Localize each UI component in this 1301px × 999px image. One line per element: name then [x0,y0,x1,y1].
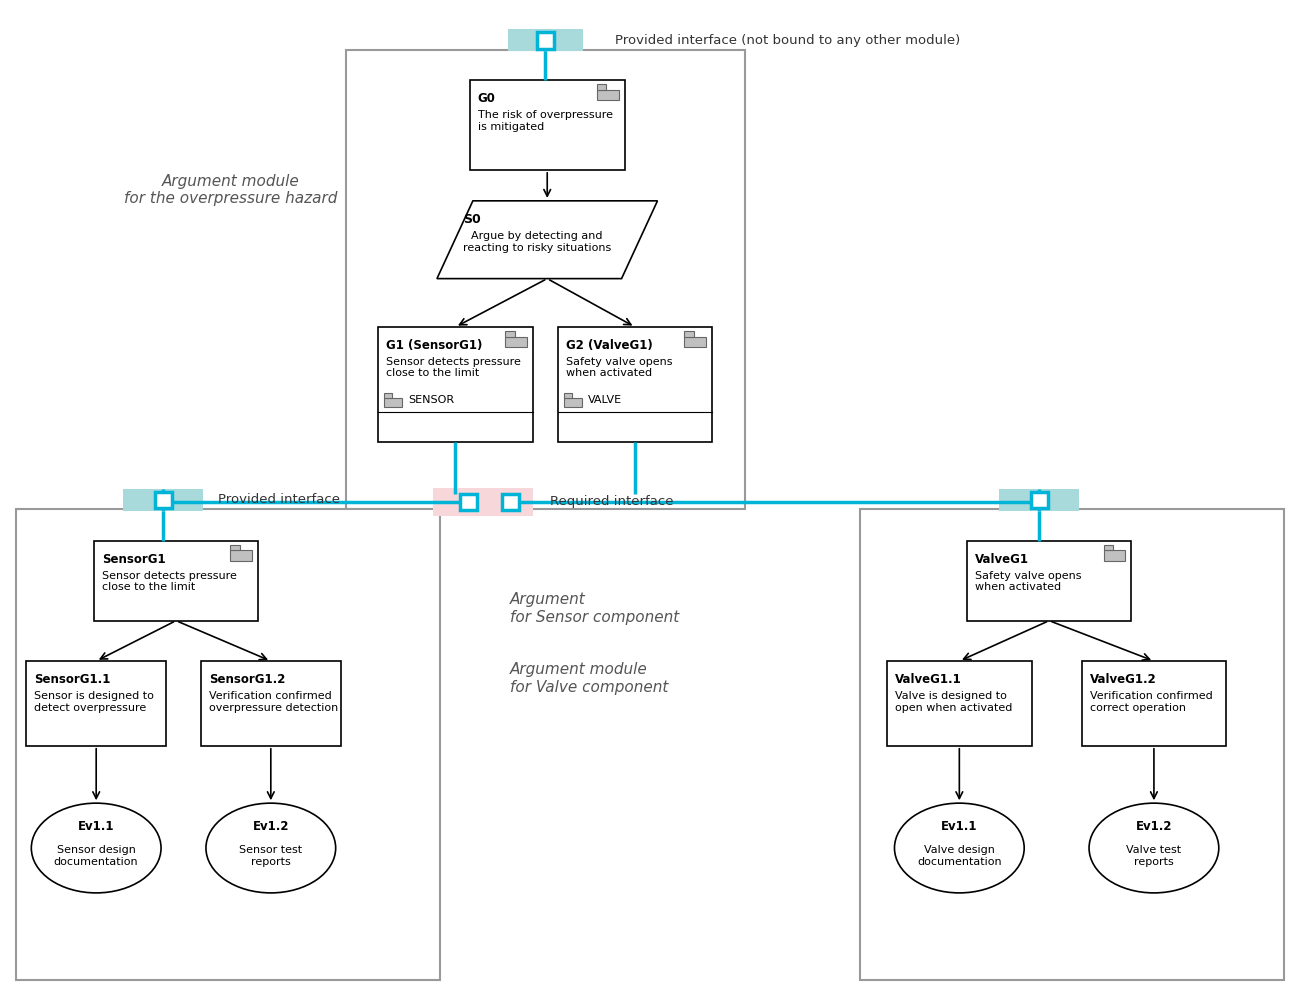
Bar [597,90,618,100]
Bar [17,508,441,980]
Bar [155,492,172,508]
Text: Sensor design
documentation: Sensor design documentation [53,845,138,867]
Text: Ev1.1: Ev1.1 [941,819,977,832]
Text: Verification confirmed
overpressure detection: Verification confirmed overpressure dete… [209,691,338,712]
Text: SensorG1.2: SensorG1.2 [209,673,285,686]
Text: Verification confirmed
correct operation: Verification confirmed correct operation [1089,691,1213,712]
Bar [860,508,1284,980]
Text: SensorG1: SensorG1 [101,552,165,565]
Bar [502,494,519,510]
Bar [537,32,554,49]
Text: Sensor is designed to
detect overpressure: Sensor is designed to detect overpressur… [34,691,155,712]
Text: ValveG1: ValveG1 [974,552,1029,565]
Text: ValveG1.1: ValveG1.1 [895,673,961,686]
Bar [470,80,624,170]
Text: Ev1.1: Ev1.1 [78,819,114,832]
Text: Sensor test
reports: Sensor test reports [239,845,302,867]
Text: Provided interface: Provided interface [219,494,340,506]
Bar [94,540,259,620]
Bar [999,490,1079,510]
Bar [684,331,695,337]
Bar [507,29,583,51]
Text: The risk of overpressure
is mitigated: The risk of overpressure is mitigated [477,110,613,132]
Bar [684,337,706,347]
Bar [124,490,203,510]
Bar [384,393,392,398]
Bar [384,398,402,407]
Bar [346,50,744,508]
Ellipse shape [206,803,336,893]
Text: Argue by detecting and
reacting to risky situations: Argue by detecting and reacting to risky… [463,231,611,253]
Text: SensorG1.1: SensorG1.1 [34,673,111,686]
Text: Ev1.2: Ev1.2 [252,819,289,832]
Text: ValveG1.2: ValveG1.2 [1089,673,1157,686]
Text: G2 (ValveG1): G2 (ValveG1) [566,339,652,352]
Bar [597,84,606,90]
Text: Valve test
reports: Valve test reports [1127,845,1181,867]
Bar [461,494,477,510]
Text: G0: G0 [477,92,496,105]
Bar [230,544,241,550]
Text: Sensor detects pressure
close to the limit: Sensor detects pressure close to the lim… [101,570,237,592]
Text: Argument module
for Valve component: Argument module for Valve component [510,662,669,694]
Bar [558,327,713,442]
Bar [1103,550,1125,560]
Polygon shape [437,201,657,279]
Text: Sensor detects pressure
close to the limit: Sensor detects pressure close to the lim… [386,357,520,379]
Bar [433,489,533,515]
Text: Required interface: Required interface [550,496,674,508]
Text: Valve design
documentation: Valve design documentation [917,845,1002,867]
Text: Argument module
for the overpressure hazard: Argument module for the overpressure haz… [124,174,337,206]
Text: S0: S0 [463,213,480,226]
Bar [230,550,252,560]
Bar [1081,661,1227,746]
Ellipse shape [31,803,161,893]
Bar [1030,492,1047,508]
Text: G1 (SensorG1): G1 (SensorG1) [386,339,483,352]
Bar [505,331,515,337]
Bar [505,337,527,347]
Ellipse shape [1089,803,1219,893]
Text: Provided interface (not bound to any other module): Provided interface (not bound to any oth… [615,34,960,47]
Text: Safety valve opens
when activated: Safety valve opens when activated [974,570,1081,592]
Text: Valve is designed to
open when activated: Valve is designed to open when activated [895,691,1012,712]
Bar [887,661,1032,746]
Bar [563,398,582,407]
Bar [26,661,167,746]
Bar [563,393,571,398]
Text: SENSOR: SENSOR [409,395,454,405]
Text: Argument
for Sensor component: Argument for Sensor component [510,592,679,625]
Text: Ev1.2: Ev1.2 [1136,819,1172,832]
Bar [967,540,1132,620]
Text: Safety valve opens
when activated: Safety valve opens when activated [566,357,673,379]
Bar [379,327,532,442]
Bar [200,661,341,746]
Ellipse shape [895,803,1024,893]
Text: VALVE: VALVE [588,395,622,405]
Bar [1103,544,1114,550]
